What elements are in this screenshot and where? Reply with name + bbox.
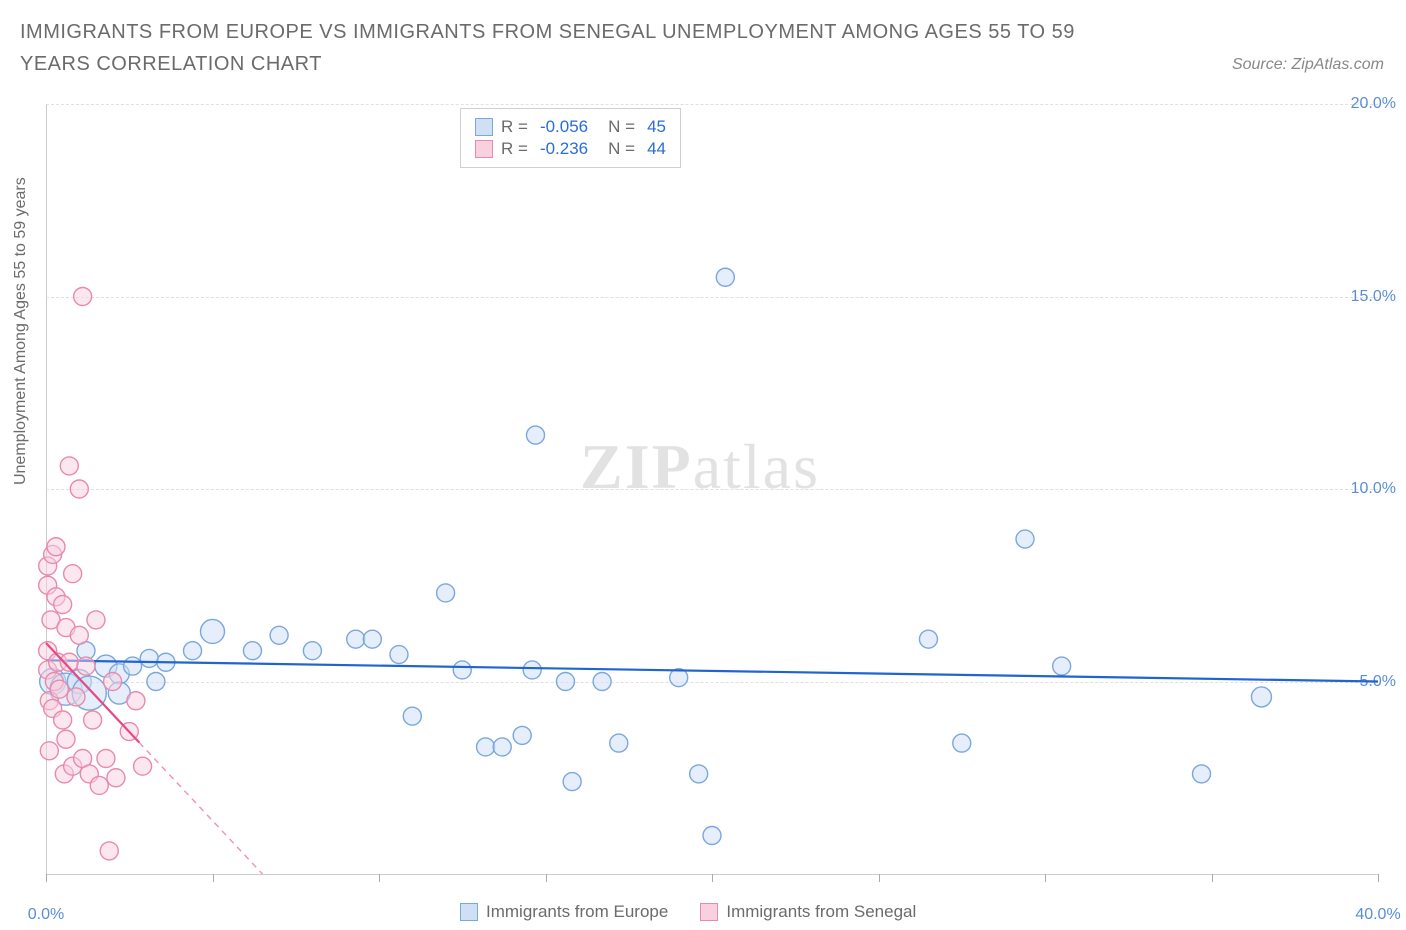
data-point	[690, 765, 708, 783]
data-point	[493, 738, 511, 756]
data-point	[513, 726, 531, 744]
data-point	[184, 642, 202, 660]
data-point	[70, 626, 88, 644]
data-point	[84, 711, 102, 729]
data-point	[556, 673, 574, 691]
watermark-atlas: atlas	[693, 431, 820, 502]
watermark: ZIPatlas	[580, 430, 820, 504]
data-point	[87, 611, 105, 629]
legend-series: Immigrants from Europe Immigrants from Se…	[460, 902, 916, 922]
data-point	[919, 630, 937, 648]
legend-stat-row: R = -0.236 N = 44	[475, 139, 666, 159]
data-point	[201, 619, 225, 643]
data-point	[453, 661, 471, 679]
data-point	[953, 734, 971, 752]
chart-title: IMMIGRANTS FROM EUROPE VS IMMIGRANTS FRO…	[20, 16, 1140, 80]
data-point	[390, 646, 408, 664]
data-point	[107, 769, 125, 787]
legend-r-label: R =	[501, 117, 528, 137]
legend-swatch	[475, 140, 493, 158]
data-point	[54, 596, 72, 614]
data-point	[1193, 765, 1211, 783]
x-tick-mark	[1212, 874, 1213, 882]
data-point	[97, 750, 115, 768]
x-tick-mark	[546, 874, 547, 882]
data-point	[147, 673, 165, 691]
data-point	[50, 680, 68, 698]
data-point	[57, 730, 75, 748]
legend-r-label: R =	[501, 139, 528, 159]
legend-series-label: Immigrants from Senegal	[726, 902, 916, 922]
data-point	[100, 842, 118, 860]
data-point	[363, 630, 381, 648]
data-point	[1251, 687, 1271, 707]
data-point	[90, 776, 108, 794]
data-point	[270, 626, 288, 644]
data-point	[1016, 530, 1034, 548]
data-point	[610, 734, 628, 752]
x-tick-mark	[1378, 874, 1379, 882]
data-point	[403, 707, 421, 725]
x-tick-mark	[1045, 874, 1046, 882]
data-point	[347, 630, 365, 648]
data-point	[716, 268, 734, 286]
legend-n-value: 45	[647, 117, 666, 137]
trend-line	[46, 660, 1378, 681]
legend-swatch	[475, 118, 493, 136]
x-tick-mark	[379, 874, 380, 882]
data-point	[523, 661, 541, 679]
x-tick-label: 0.0%	[28, 906, 64, 924]
data-point	[140, 649, 158, 667]
data-point	[1053, 657, 1071, 675]
data-point	[54, 711, 72, 729]
legend-r-value: -0.236	[540, 139, 588, 159]
data-point	[593, 673, 611, 691]
legend-swatch	[460, 903, 478, 921]
data-point	[74, 288, 92, 306]
data-point	[70, 480, 88, 498]
data-point	[47, 538, 65, 556]
y-axis-label: Unemployment Among Ages 55 to 59 years	[12, 177, 30, 485]
data-point	[60, 457, 78, 475]
x-tick-mark	[879, 874, 880, 882]
legend-n-label: N =	[608, 117, 635, 137]
source-attribution: Source: ZipAtlas.com	[1232, 56, 1384, 74]
legend-stats: R = -0.056 N = 45 R = -0.236 N = 44	[460, 108, 681, 168]
data-point	[243, 642, 261, 660]
legend-swatch	[700, 903, 718, 921]
data-point	[77, 657, 95, 675]
data-point	[67, 688, 85, 706]
data-point	[437, 584, 455, 602]
x-tick-label: 40.0%	[1355, 906, 1400, 924]
legend-series-label: Immigrants from Europe	[486, 902, 668, 922]
data-point	[563, 773, 581, 791]
legend-stat-row: R = -0.056 N = 45	[475, 117, 666, 137]
legend-n-value: 44	[647, 139, 666, 159]
data-point	[104, 673, 122, 691]
x-tick-mark	[213, 874, 214, 882]
data-point	[40, 742, 58, 760]
legend-series-item: Immigrants from Europe	[460, 902, 668, 922]
legend-n-label: N =	[608, 139, 635, 159]
data-point	[477, 738, 495, 756]
watermark-zip: ZIP	[580, 431, 693, 502]
legend-r-value: -0.056	[540, 117, 588, 137]
data-point	[703, 827, 721, 845]
x-tick-mark	[712, 874, 713, 882]
x-tick-mark	[46, 874, 47, 882]
data-point	[124, 657, 142, 675]
data-point	[64, 565, 82, 583]
data-point	[303, 642, 321, 660]
trend-line-extrapolated	[139, 743, 262, 874]
data-point	[527, 426, 545, 444]
data-point	[127, 692, 145, 710]
data-point	[134, 757, 152, 775]
legend-series-item: Immigrants from Senegal	[700, 902, 916, 922]
